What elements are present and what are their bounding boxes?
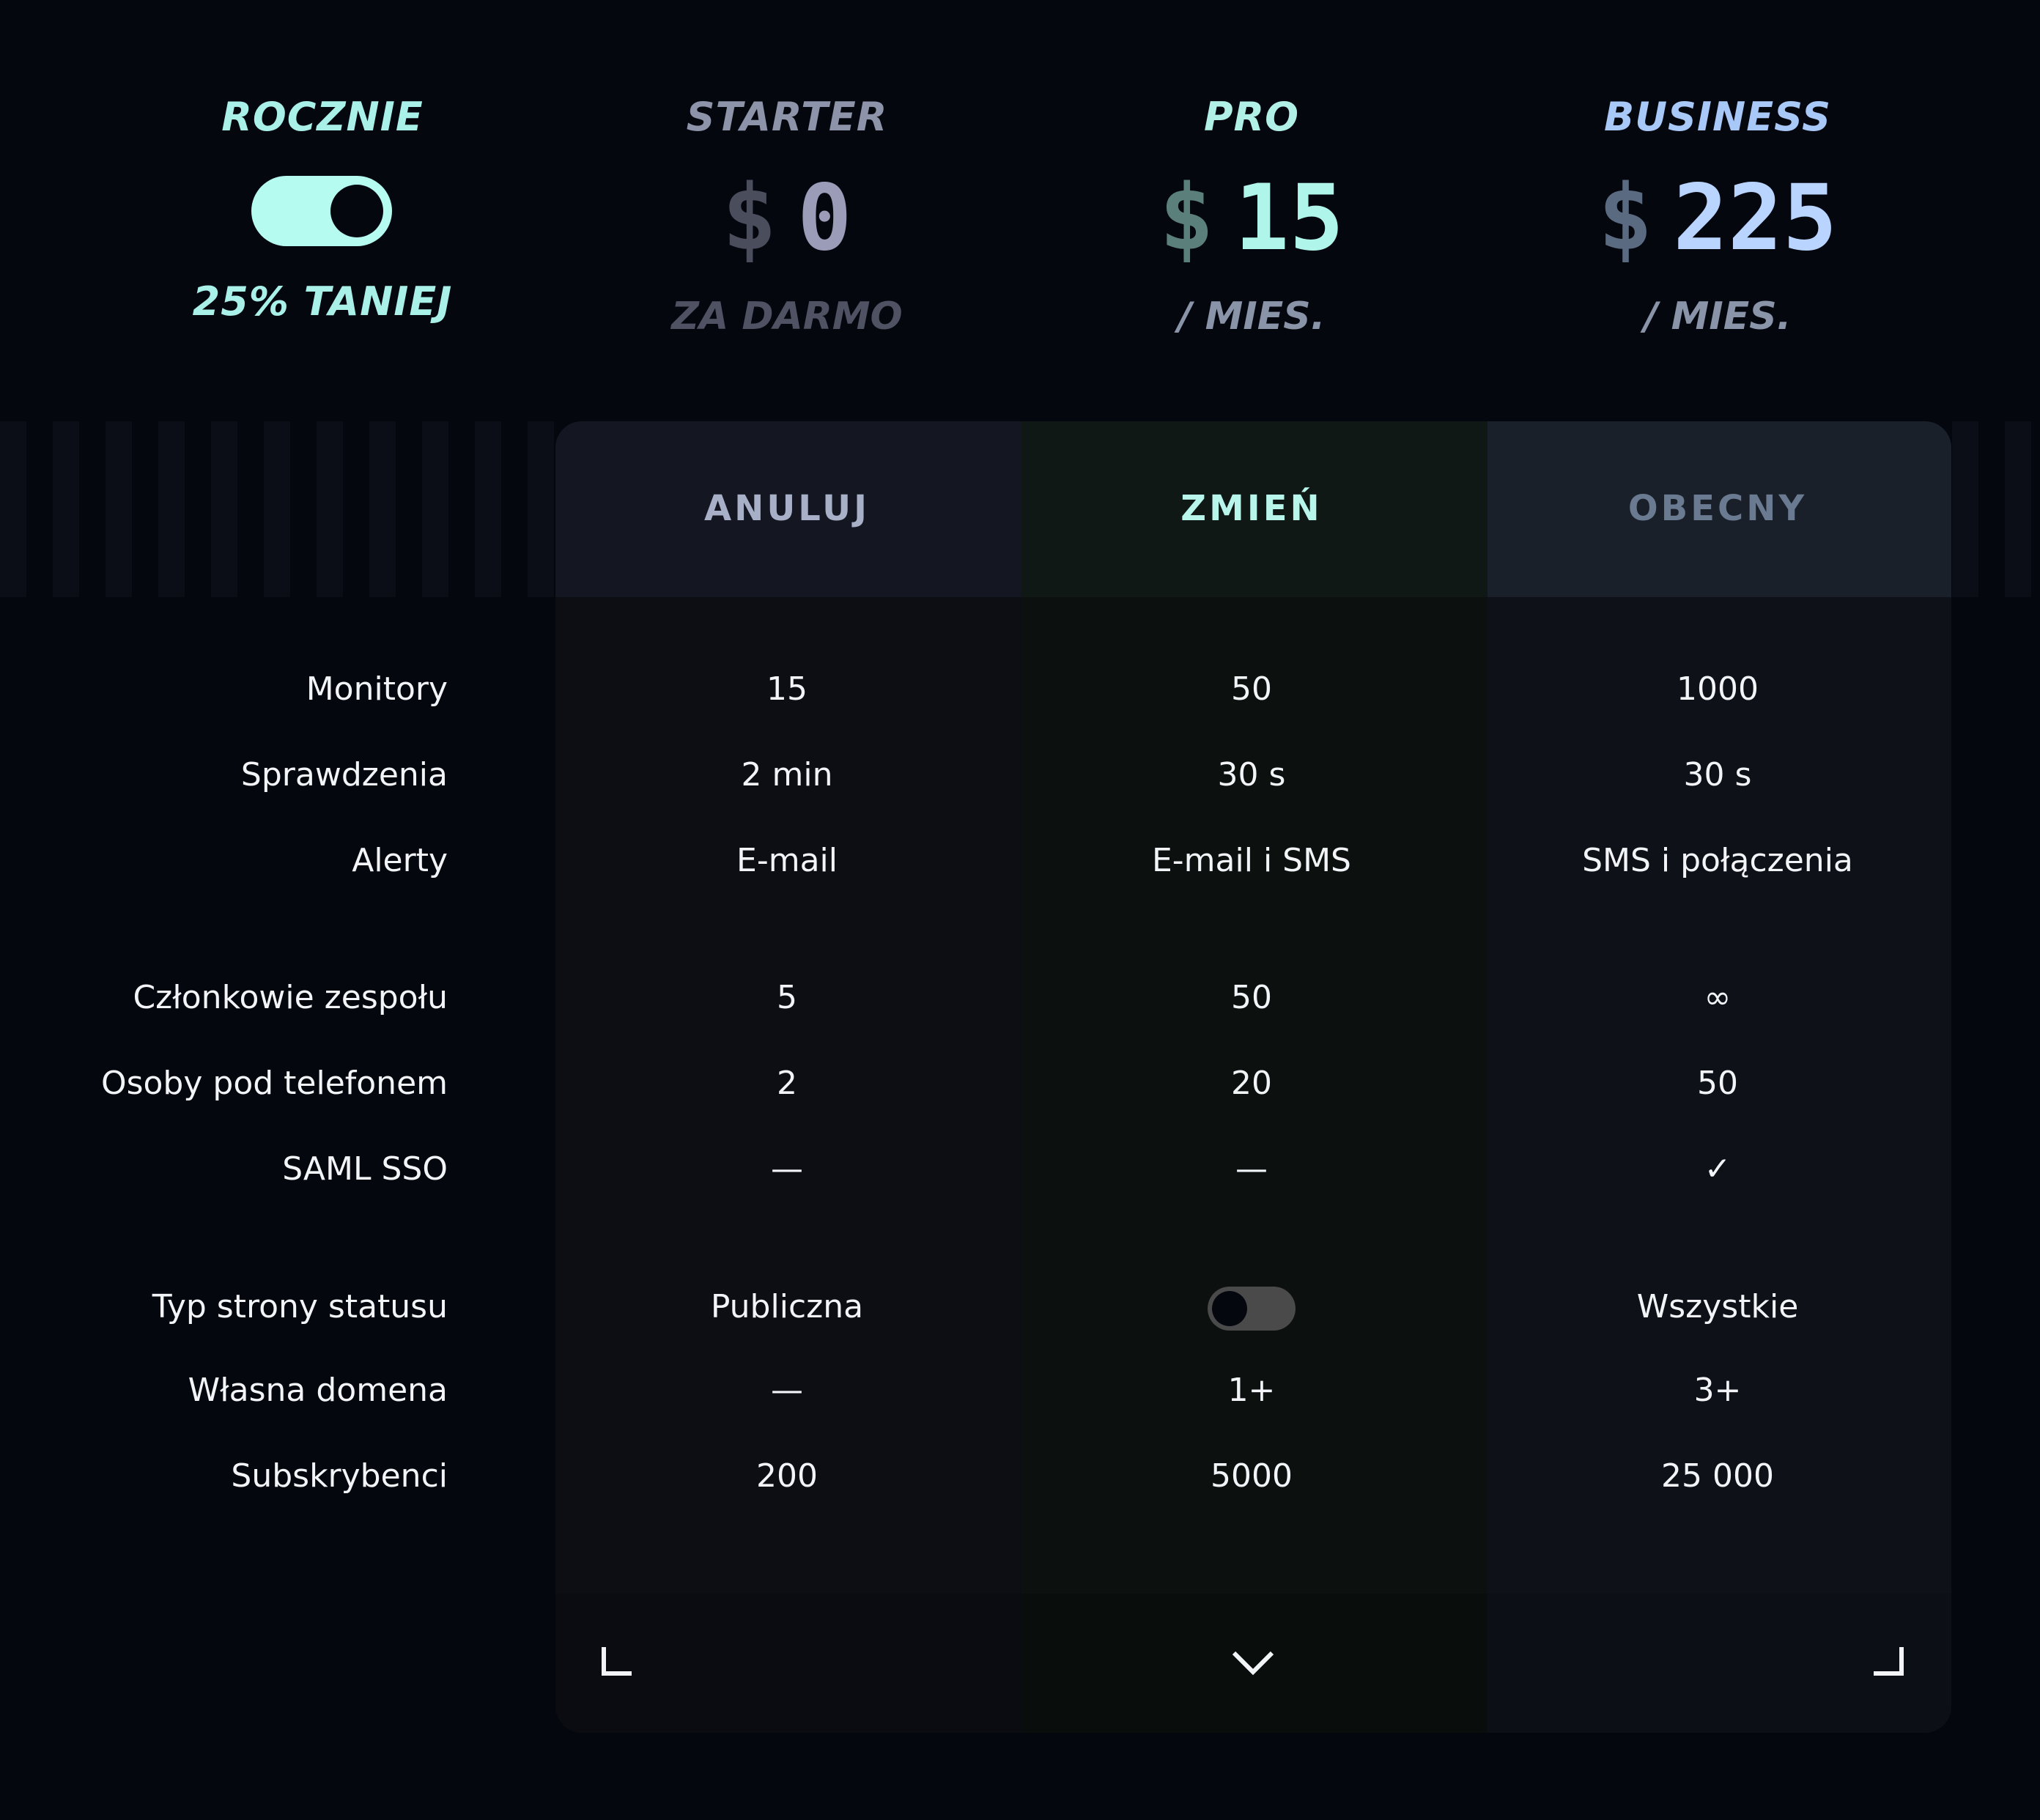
feature-label: Typ strony statusu <box>152 1288 448 1325</box>
feature-value: 5 <box>777 979 797 1016</box>
footer-bg-starter <box>555 1594 1021 1733</box>
toggle-knob <box>330 185 383 237</box>
feature-value: 5000 <box>1211 1457 1293 1495</box>
feature-value: 200 <box>756 1457 818 1495</box>
plan-price: $225 <box>1598 173 1838 264</box>
col-pro <box>1021 421 1488 1733</box>
currency: $ <box>722 166 777 271</box>
feature-label: Członkowie zespołu <box>133 979 448 1016</box>
feature-value: Wszystkie <box>1636 1288 1799 1325</box>
feature-value: ∞ <box>1704 979 1732 1016</box>
feature-value: 3+ <box>1693 1372 1742 1409</box>
feature-value: 25 000 <box>1661 1457 1774 1495</box>
billing-label: ROCZNIE <box>221 94 424 140</box>
plan-name: BUSINESS <box>1604 94 1831 140</box>
corner-left <box>602 1647 632 1676</box>
plan-price: $0 <box>722 173 851 264</box>
plan-panel <box>555 421 1951 1733</box>
feature-value: 30 s <box>1683 756 1752 794</box>
plan-period: / MIES. <box>1178 295 1326 339</box>
plan-name: STARTER <box>686 94 888 140</box>
plan-action[interactable]: ZMIEŃ <box>1180 488 1323 529</box>
feature-value: 30 s <box>1217 756 1286 794</box>
chevron-down[interactable] <box>1232 1651 1274 1676</box>
btn-bg-pro[interactable] <box>1021 421 1488 597</box>
toggle-knob <box>1212 1291 1247 1326</box>
feature-value: E-mail <box>736 842 838 879</box>
feature-value: 50 <box>1697 1065 1738 1102</box>
footer-bg-pro <box>1021 1594 1488 1733</box>
col-business <box>1488 421 1951 1733</box>
btn-bg-starter[interactable] <box>555 421 1021 597</box>
billing-toggle[interactable] <box>251 176 392 246</box>
feature-value: 1+ <box>1227 1372 1276 1409</box>
feature-label: Monitory <box>306 670 448 708</box>
feature-value: E-mail i SMS <box>1152 842 1351 879</box>
feature-value: ✓ <box>1704 1150 1732 1188</box>
feature-label: Osoby pod telefonem <box>100 1065 448 1102</box>
footer-bg-business <box>1488 1594 1951 1733</box>
amount: 15 <box>1234 166 1344 271</box>
plan-period: / MIES. <box>1644 295 1792 339</box>
feature-value: — <box>771 1372 803 1409</box>
feature-value: 1000 <box>1677 670 1759 708</box>
col-starter <box>555 421 1021 1733</box>
currency: $ <box>1159 166 1214 271</box>
feature-value: 50 <box>1231 670 1272 708</box>
feature-value: — <box>771 1150 803 1188</box>
feature-value: Publiczna <box>710 1288 864 1325</box>
billing-discount: 25% TANIEJ <box>192 278 453 325</box>
feature-label: Własna domena <box>188 1372 448 1409</box>
feature-value: SMS i połączenia <box>1582 842 1853 879</box>
currency: $ <box>1597 166 1653 271</box>
feature-value: — <box>1235 1150 1268 1188</box>
feature-value: 20 <box>1231 1065 1272 1102</box>
feature-value: 2 min <box>741 756 833 794</box>
corner-right <box>1874 1647 1904 1676</box>
feature-value: 2 <box>777 1065 797 1102</box>
plan-price: $15 <box>1159 173 1344 264</box>
amount: 0 <box>797 166 852 271</box>
plan-period: ZA DARMO <box>671 295 903 339</box>
plan-action: OBECNY <box>1627 488 1808 529</box>
feature-value: 15 <box>766 670 808 708</box>
plan-name: PRO <box>1203 94 1300 140</box>
feature-label: Subskrybenci <box>231 1457 448 1495</box>
amount: 225 <box>1673 166 1838 271</box>
feature-label: Alerty <box>352 842 448 879</box>
feature-label: Sprawdzenia <box>240 756 448 794</box>
feature-value: 50 <box>1231 979 1272 1016</box>
btn-bg-business <box>1488 421 1951 597</box>
plan-action[interactable]: ANULUJ <box>703 488 871 529</box>
feature-label: SAML SSO <box>282 1150 448 1188</box>
toggle-off[interactable] <box>1208 1287 1296 1331</box>
